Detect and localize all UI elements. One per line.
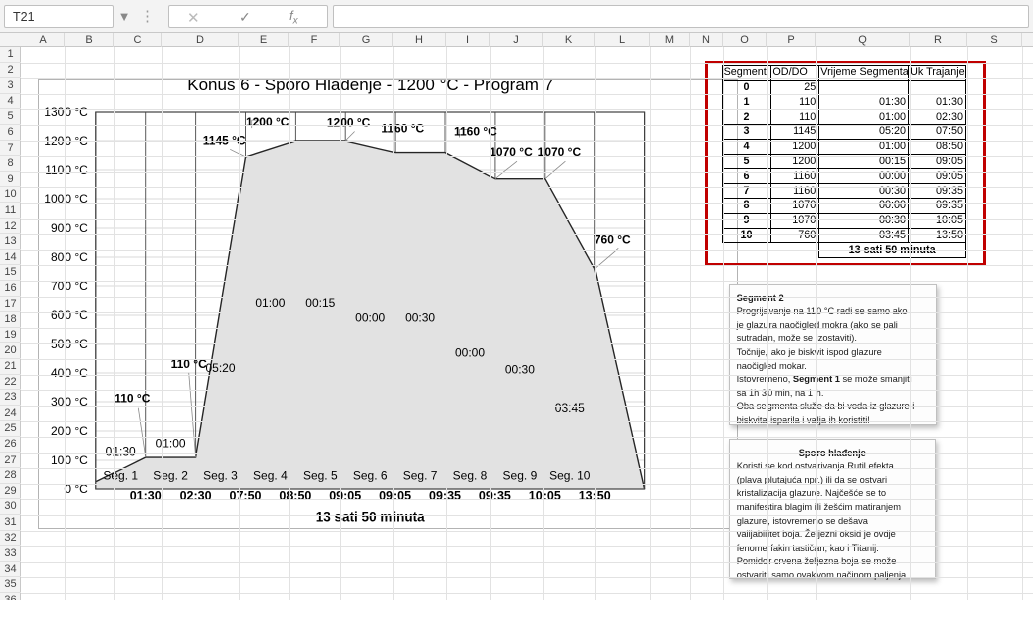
svg-text:Seg. 9: Seg. 9 [503,468,538,482]
svg-text:Seg. 10: Seg. 10 [549,468,591,482]
svg-text:09:35: 09:35 [479,489,511,503]
svg-text:07:50: 07:50 [230,489,262,503]
svg-text:Seg. 8: Seg. 8 [453,468,488,482]
svg-text:110 °C: 110 °C [114,392,150,406]
svg-text:01:30: 01:30 [130,489,162,503]
svg-text:1300 °C: 1300 °C [44,105,88,119]
svg-text:13 sati 50 minuta: 13 sati 50 minuta [316,509,425,524]
svg-text:Seg. 4: Seg. 4 [253,468,288,482]
svg-text:200 °C: 200 °C [51,424,88,438]
svg-text:01:00: 01:00 [156,436,186,450]
svg-text:00:00: 00:00 [455,346,485,360]
svg-text:800 °C: 800 °C [51,250,88,264]
svg-text:03:45: 03:45 [555,401,585,415]
svg-text:400 °C: 400 °C [51,366,88,380]
svg-text:08:50: 08:50 [279,489,311,503]
svg-text:05:20: 05:20 [205,361,235,375]
svg-text:1160 °C: 1160 °C [381,122,424,136]
svg-text:02:30: 02:30 [180,489,212,503]
svg-text:10:05: 10:05 [529,489,561,503]
svg-text:09:05: 09:05 [379,489,411,503]
svg-text:1200 °C: 1200 °C [246,115,290,129]
svg-text:1100 °C: 1100 °C [45,163,88,177]
svg-text:600 °C: 600 °C [51,308,88,322]
svg-text:100 °C: 100 °C [51,453,88,467]
svg-text:900 °C: 900 °C [51,221,88,235]
svg-text:300 °C: 300 °C [51,395,88,409]
svg-text:00:15: 00:15 [305,296,335,310]
svg-text:01:30: 01:30 [106,445,136,459]
svg-text:09:05: 09:05 [329,489,361,503]
svg-text:01:00: 01:00 [255,296,285,310]
svg-text:1200 °C: 1200 °C [327,116,371,130]
svg-text:Seg. 6: Seg. 6 [353,468,388,482]
svg-text:Seg. 2: Seg. 2 [153,468,188,482]
svg-text:Seg. 7: Seg. 7 [403,468,438,482]
svg-text:Seg. 1: Seg. 1 [103,468,138,482]
svg-text:Seg. 5: Seg. 5 [303,468,338,482]
svg-text:Seg. 3: Seg. 3 [203,468,238,482]
svg-text:Konus 6 - Sporo Hlađenje - 120: Konus 6 - Sporo Hlađenje - 1200 °C - Pro… [187,80,553,94]
